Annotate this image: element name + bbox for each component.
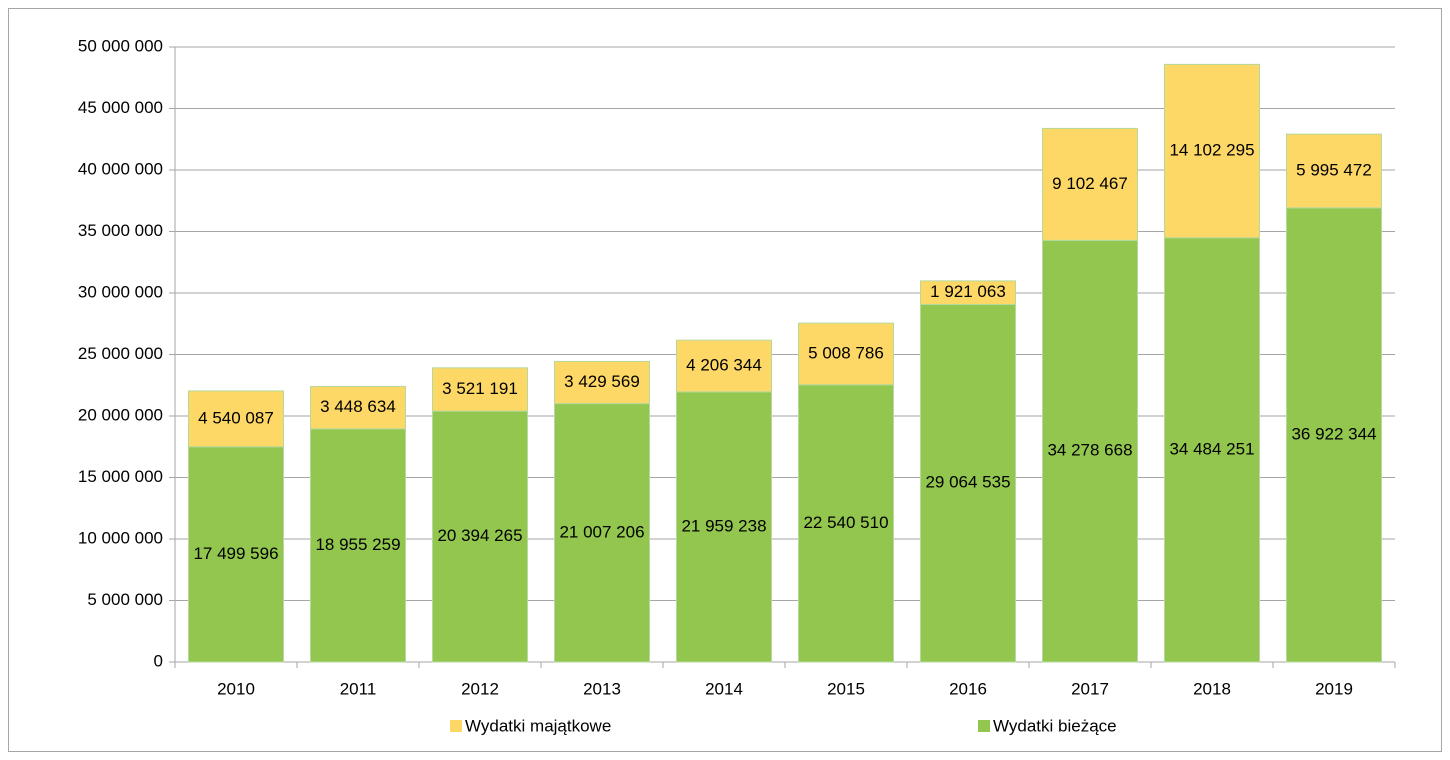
data-label: 22 540 510 [803,513,888,532]
x-tick-label: 2015 [827,679,865,698]
x-tick-label: 2012 [461,679,499,698]
data-label: 34 278 668 [1047,441,1132,460]
x-tick-label: 2011 [340,679,377,698]
bar-segment [432,367,528,412]
x-tick-label: 2018 [1193,679,1231,698]
bar-segment [310,385,406,430]
x-tick-label: 2017 [1071,679,1109,698]
data-label: 34 484 251 [1169,439,1254,458]
y-tick-label: 20 000 000 [78,405,163,424]
bar-segment [920,304,1016,663]
x-tick-label: 2019 [1315,679,1353,698]
y-tick-label: 5 000 000 [87,590,163,609]
x-tick-label: 2016 [949,679,987,698]
legend-label: Wydatki majątkowe [465,716,611,735]
y-tick-label: 45 000 000 [78,98,163,117]
data-label: 5 008 786 [808,343,884,362]
bar-segment [188,390,284,448]
y-tick-label: 0 [154,651,163,670]
data-label: 36 922 344 [1291,424,1376,443]
bar-segment [1164,63,1260,239]
y-tick-label: 50 000 000 [78,36,163,55]
y-tick-label: 40 000 000 [78,159,163,178]
data-label: 21 959 238 [681,516,766,535]
bar-segment [798,322,894,386]
data-label: 3 448 634 [320,397,396,416]
x-tick-label: 2013 [583,679,621,698]
x-tick-label: 2014 [705,679,743,698]
bar-segment [432,410,528,663]
bar-segment [1042,127,1138,241]
data-label: 29 064 535 [925,473,1010,492]
bar-segment [1286,133,1382,209]
data-label: 17 499 596 [193,544,278,563]
legend-label: Wydatki bieżące [993,716,1117,735]
data-label: 3 429 569 [564,372,640,391]
data-label: 20 394 265 [437,526,522,545]
bar-segment [310,428,406,663]
y-tick-label: 10 000 000 [78,528,163,547]
legend-swatch [978,720,990,732]
data-label: 1 921 063 [930,282,1006,301]
data-label: 3 521 191 [442,379,518,398]
bar-segment [1042,239,1138,663]
data-label: 4 540 087 [198,408,274,427]
bar-segment [554,360,650,405]
legend-swatch [450,720,462,732]
bar-segment [1286,207,1382,663]
y-tick-label: 25 000 000 [78,344,163,363]
data-label: 18 955 259 [315,535,400,554]
y-tick-label: 30 000 000 [78,282,163,301]
y-tick-label: 35 000 000 [78,221,163,240]
bar-segment [798,384,894,663]
y-tick-label: 15 000 000 [78,467,163,486]
data-label: 4 206 344 [686,356,762,375]
bar-segment [676,339,772,393]
bar-segment [554,403,650,663]
data-label: 21 007 206 [559,522,644,541]
x-tick-label: 2010 [217,679,255,698]
bar-segment [920,280,1016,306]
data-label: 14 102 295 [1169,141,1254,160]
bar-segment [188,446,284,663]
bar-segment [1164,237,1260,663]
data-label: 9 102 467 [1052,174,1128,193]
data-label: 5 995 472 [1296,160,1372,179]
bar-segment [676,391,772,663]
